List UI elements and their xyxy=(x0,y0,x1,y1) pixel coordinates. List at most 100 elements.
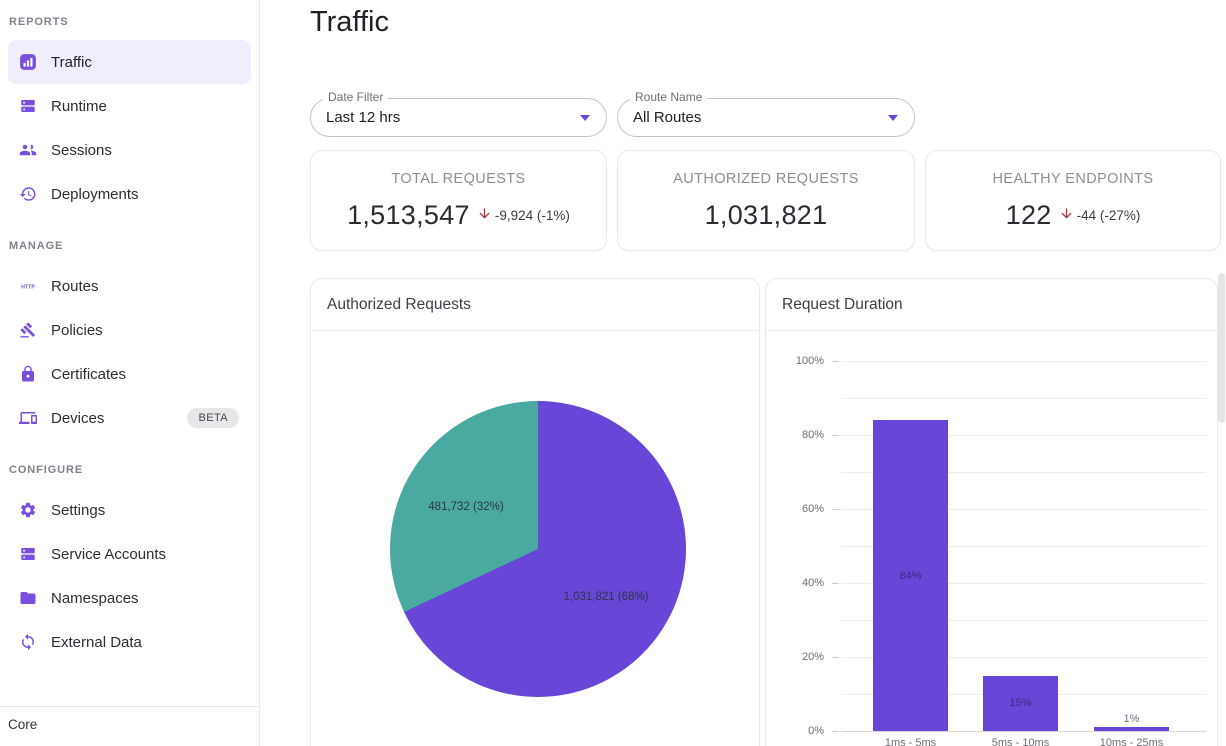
gridline xyxy=(841,361,1206,362)
y-axis-tick-mark xyxy=(832,731,839,732)
authorized-requests-card-header: Authorized Requests xyxy=(311,279,759,331)
x-axis-category-label: 1ms - 5ms xyxy=(884,737,937,746)
sidebar-section-title: MANAGE xyxy=(9,240,64,252)
server-icon xyxy=(18,96,38,116)
sidebar-item-label: Deployments xyxy=(51,185,139,203)
y-axis-tick-mark xyxy=(832,361,839,362)
select-floating-label: Date Filter xyxy=(323,90,389,104)
stat-delta-text: -9,924 (-1%) xyxy=(494,207,570,223)
request-duration-card: Request Duration 0% 20% 40% 60% 80% 100% 84% 1m… xyxy=(765,278,1218,746)
sidebar-item-label: Traffic xyxy=(51,53,92,71)
y-axis-tick-mark xyxy=(832,509,839,510)
route-name-select[interactable]: Route Name All Routes xyxy=(617,90,915,137)
folder-icon xyxy=(18,588,38,608)
stat-label: HEALTHY ENDPOINTS xyxy=(992,170,1154,187)
sidebar-item-sessions[interactable]: Sessions xyxy=(8,128,251,172)
arrow-down-icon xyxy=(477,206,492,224)
y-axis-tick-label: 0% xyxy=(808,725,824,737)
stat-card-authorized-requests: AUTHORIZED REQUESTS 1,031,821 xyxy=(617,150,915,251)
sidebar-item-label: Runtime xyxy=(51,97,107,115)
gridline xyxy=(841,583,1206,584)
gridline xyxy=(841,546,1206,547)
sidebar-item-devices[interactable]: Devices BETA xyxy=(8,396,251,440)
bar-value-label: 15% xyxy=(1009,697,1032,710)
sidebar-item-traffic[interactable]: Traffic xyxy=(8,40,251,84)
sidebar-item-deployments[interactable]: Deployments xyxy=(8,172,251,216)
pie xyxy=(390,401,686,697)
sidebar-item-label: Policies xyxy=(51,321,103,339)
sidebar-item-runtime[interactable]: Runtime xyxy=(8,84,251,128)
sidebar-item-service-accounts[interactable]: Service Accounts xyxy=(8,532,251,576)
sidebar-item-label: External Data xyxy=(51,633,142,651)
stat-card-total-requests: TOTAL REQUESTS 1,513,547 -9,924 (-1%) xyxy=(310,150,607,251)
devices-icon xyxy=(18,408,38,428)
select-value: All Routes xyxy=(633,109,702,126)
bar-5ms-10ms xyxy=(983,675,1058,731)
stat-delta: -44 (-27%) xyxy=(1059,206,1141,224)
sidebar-item-certificates[interactable]: Certificates xyxy=(8,352,251,396)
gridline xyxy=(841,435,1206,436)
sidebar-section-title: CONFIGURE xyxy=(9,464,84,476)
authorized-requests-pie-chart: 1,031,821 (68%) 481,732 (32%) xyxy=(311,331,759,746)
y-axis-tick-label: 80% xyxy=(801,429,824,441)
sidebar-item-label: Settings xyxy=(51,501,106,519)
bar-value-label: 84% xyxy=(899,569,922,582)
sidebar-section-title: REPORTS xyxy=(9,16,69,28)
stat-value-row: 1,513,547 -9,924 (-1%) xyxy=(347,200,570,231)
x-axis-line xyxy=(841,731,1206,732)
stat-card-healthy-endpoints: HEALTHY ENDPOINTS 122 -44 (-27%) xyxy=(925,150,1221,251)
stat-delta-text: -44 (-27%) xyxy=(1076,207,1141,223)
sidebar-item-label: Routes xyxy=(51,277,99,295)
sidebar-section-configure: CONFIGURE Settings Service Accounts Namespa… xyxy=(0,464,259,664)
y-axis-tick-label: 60% xyxy=(801,503,824,515)
sidebar-item-label: Service Accounts xyxy=(51,545,167,563)
svg-text:HTTP: HTTP xyxy=(21,284,35,290)
gridline xyxy=(841,620,1206,621)
authorized-requests-card: Authorized Requests 1,031,821 (68%) 481,7… xyxy=(310,278,760,746)
cloud-sync-icon xyxy=(18,632,38,652)
gear-icon xyxy=(18,500,38,520)
gridline xyxy=(841,657,1206,658)
bar-1ms-5ms xyxy=(873,420,948,731)
sidebar-item-settings[interactable]: Settings xyxy=(8,488,251,532)
stat-delta: -9,924 (-1%) xyxy=(477,206,570,224)
stat-value: 1,513,547 xyxy=(347,199,470,230)
stat-value: 122 xyxy=(1005,199,1052,230)
sidebar-item-policies[interactable]: Policies xyxy=(8,308,251,352)
http-icon: HTTP xyxy=(18,276,38,296)
stat-value: 1,031,821 xyxy=(704,199,828,230)
date-filter-select[interactable]: Date Filter Last 12 hrs xyxy=(310,90,607,137)
y-axis-tick-mark xyxy=(832,583,839,584)
sidebar-item-routes[interactable]: HTTP Routes xyxy=(8,264,251,308)
sidebar: REPORTS Traffic Runtime Sessions Deployments… xyxy=(0,0,260,746)
y-axis-tick-label: 40% xyxy=(801,577,824,589)
request-duration-card-title: Request Duration xyxy=(782,295,903,313)
people-icon xyxy=(18,140,38,160)
sidebar-section-manage: MANAGE HTTP Routes Policies Certificates Devi… xyxy=(0,240,259,440)
stat-value-row: 1,031,821 xyxy=(705,200,828,231)
gavel-icon xyxy=(18,320,38,340)
sidebar-item-namespaces[interactable]: Namespaces xyxy=(8,576,251,620)
y-axis-tick-mark xyxy=(832,435,839,436)
sidebar-footer: Core xyxy=(0,706,259,746)
stat-value-row: 122 -44 (-27%) xyxy=(1006,200,1141,231)
chevron-down-icon xyxy=(580,115,590,121)
select-floating-label: Route Name xyxy=(630,90,708,104)
arrow-down-icon xyxy=(1059,206,1074,224)
bar-chart-icon xyxy=(18,52,38,72)
vertical-scrollbar-thumb[interactable] xyxy=(1218,273,1225,423)
request-duration-card-header: Request Duration xyxy=(766,279,1217,331)
y-axis-tick-label: 20% xyxy=(801,651,824,663)
sidebar-item-label: Sessions xyxy=(51,141,112,159)
gridline xyxy=(841,472,1206,473)
server-icon xyxy=(18,544,38,564)
lock-icon xyxy=(18,364,38,384)
sidebar-section-reports: REPORTS Traffic Runtime Sessions Deployments xyxy=(0,16,259,216)
main-content: Traffic Date Filter Last 12 hrs Route Name… xyxy=(260,0,1226,746)
bar-10ms-25ms xyxy=(1094,727,1169,731)
sidebar-item-label: Devices xyxy=(51,409,105,427)
stat-label: AUTHORIZED REQUESTS xyxy=(673,170,859,187)
authorized-requests-card-title: Authorized Requests xyxy=(327,295,471,313)
sidebar-item-external-data[interactable]: External Data xyxy=(8,620,251,664)
